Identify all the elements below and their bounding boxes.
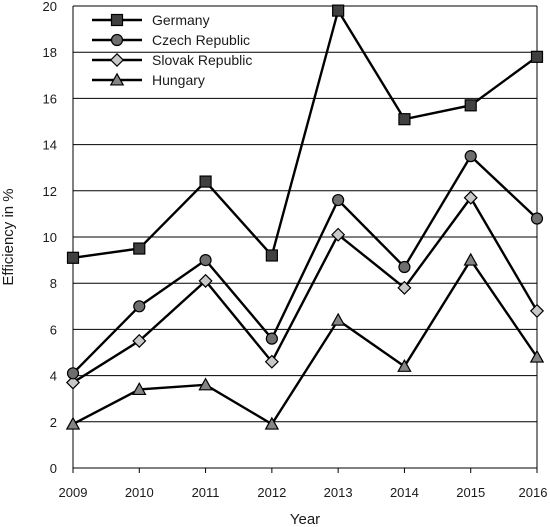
series-line-czech-republic bbox=[72, 154, 538, 375]
legend-item-germany: Germany bbox=[92, 12, 210, 28]
data-point-czech-republic bbox=[332, 193, 345, 207]
y-tick-label: 16 bbox=[43, 91, 57, 106]
legend: Germany Czech Republic Slovak Republic Hung… bbox=[92, 12, 252, 88]
data-point-germany bbox=[398, 113, 411, 126]
data-point-czech-republic bbox=[398, 260, 411, 274]
x-tick-label: 2009 bbox=[59, 485, 88, 500]
data-point-slovak-republic bbox=[198, 273, 213, 288]
legend-marker-square bbox=[110, 13, 124, 27]
data-point-czech-republic bbox=[199, 254, 212, 267]
legend-label: Hungary bbox=[152, 72, 205, 88]
legend-item-slovak-republic: Slovak Republic bbox=[92, 52, 252, 68]
data-point-hungary bbox=[330, 312, 346, 326]
series-line-germany bbox=[72, 7, 538, 259]
y-tick-labels: 0 2 4 6 8 10 12 14 16 18 20 bbox=[43, 0, 57, 476]
data-point-slovak-republic bbox=[264, 354, 279, 369]
data-point-germany bbox=[464, 99, 477, 112]
gridlines bbox=[73, 5, 537, 469]
data-point-germany bbox=[66, 251, 80, 264]
x-tick-label: 2013 bbox=[324, 485, 353, 500]
y-tick-label: 8 bbox=[50, 276, 57, 291]
x-tick-label: 2016 bbox=[519, 485, 548, 500]
data-point-germany bbox=[530, 50, 544, 63]
y-tick-label: 4 bbox=[50, 369, 57, 384]
y-tick-label: 6 bbox=[50, 322, 57, 337]
legend-label: Slovak Republic bbox=[152, 52, 252, 68]
y-tick-label: 14 bbox=[43, 138, 57, 153]
data-point-hungary bbox=[264, 416, 280, 430]
legend-item-czech-republic: Czech Republic bbox=[92, 32, 250, 48]
series-group bbox=[65, 4, 545, 430]
data-point-czech-republic bbox=[530, 212, 544, 225]
x-tick-label: 2011 bbox=[192, 485, 220, 500]
data-point-slovak-republic bbox=[65, 375, 81, 390]
data-point-czech-republic bbox=[66, 367, 80, 380]
data-point-hungary bbox=[463, 252, 478, 266]
x-tick-label: 2015 bbox=[456, 485, 485, 500]
series-line-slovak-republic bbox=[72, 195, 539, 384]
data-point-hungary bbox=[198, 377, 213, 391]
axes bbox=[72, 6, 538, 473]
data-point-czech-republic bbox=[133, 300, 146, 313]
data-point-slovak-republic bbox=[132, 333, 147, 348]
legend-item-hungary: Hungary bbox=[92, 72, 205, 88]
x-tick-label: 2014 bbox=[390, 485, 419, 500]
y-tick-label: 18 bbox=[43, 45, 57, 60]
series-czech-republic bbox=[66, 150, 544, 380]
legend-marker-triangle bbox=[109, 72, 125, 86]
data-point-slovak-republic bbox=[463, 190, 478, 205]
y-tick-label: 20 bbox=[43, 0, 57, 14]
data-point-slovak-republic bbox=[331, 227, 346, 242]
legend-marker-circle bbox=[110, 33, 124, 47]
data-point-germany bbox=[332, 4, 345, 17]
data-point-hungary bbox=[529, 349, 545, 363]
data-point-germany bbox=[199, 175, 212, 188]
data-point-hungary bbox=[397, 358, 412, 372]
y-tick-label: 2 bbox=[50, 415, 57, 430]
y-tick-label: 10 bbox=[43, 230, 57, 245]
legend-label: Czech Republic bbox=[152, 32, 250, 48]
data-point-czech-republic bbox=[464, 150, 477, 163]
data-point-germany bbox=[265, 249, 278, 262]
legend-marker-diamond bbox=[109, 52, 125, 68]
data-point-hungary bbox=[65, 416, 81, 430]
y-tick-label: 0 bbox=[50, 461, 57, 476]
x-tick-labels: 2009 2010 2011 2012 2013 2014 2015 2016 bbox=[59, 485, 548, 500]
series-line-hungary bbox=[72, 257, 538, 426]
data-point-germany bbox=[133, 242, 146, 255]
y-axis-label: Efficiency in % bbox=[0, 188, 17, 285]
data-point-slovak-republic bbox=[529, 303, 545, 318]
series-hungary bbox=[65, 252, 545, 430]
data-point-hungary bbox=[132, 382, 147, 396]
legend-label: Germany bbox=[152, 12, 210, 28]
x-axis-label: Year bbox=[290, 511, 320, 527]
y-tick-label: 12 bbox=[43, 184, 57, 199]
x-tick-label: 2012 bbox=[257, 485, 286, 500]
x-tick-label: 2010 bbox=[125, 485, 154, 500]
series-slovak-republic bbox=[65, 190, 545, 390]
series-germany bbox=[66, 4, 544, 264]
data-point-czech-republic bbox=[265, 332, 278, 345]
data-point-slovak-republic bbox=[397, 280, 412, 295]
